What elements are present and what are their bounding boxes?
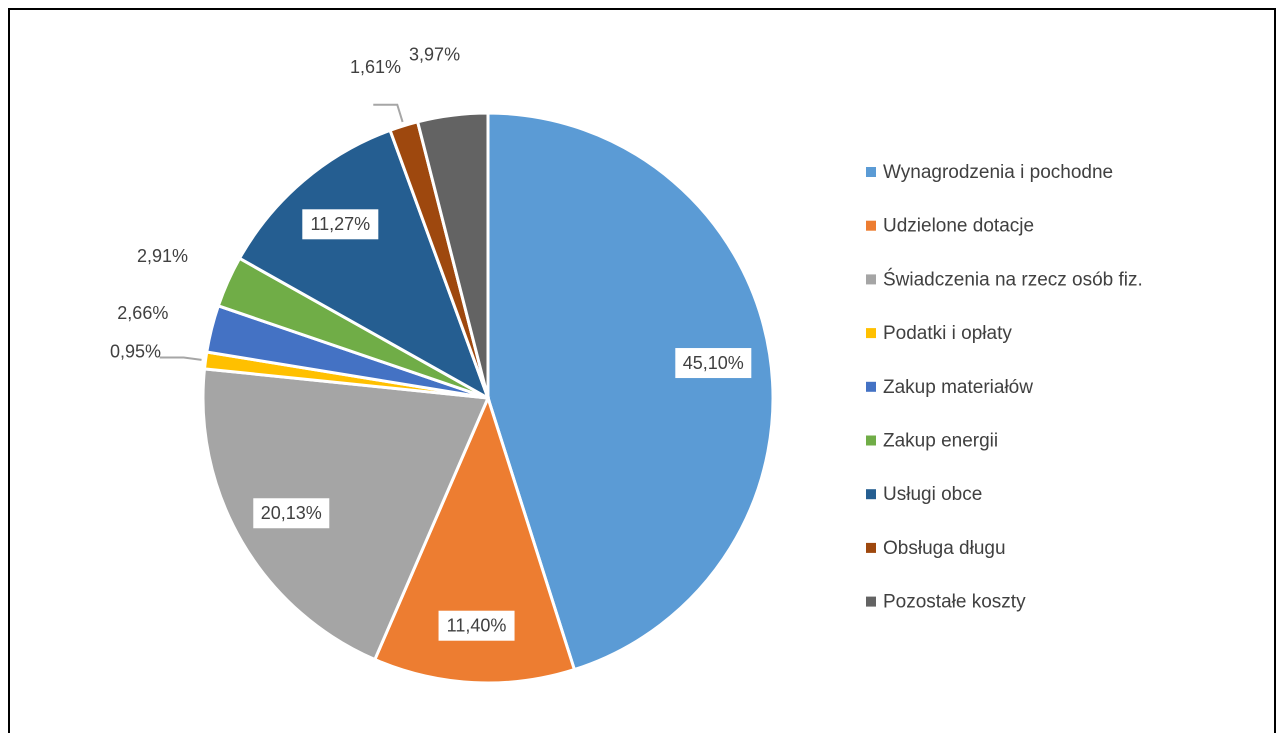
data-label: 11,40% [447, 615, 507, 635]
legend-label: Zakup materiałów [883, 377, 1033, 398]
legend-marker [866, 435, 876, 446]
legend-label: Udzielone dotacje [883, 216, 1034, 237]
leader-line [373, 103, 404, 123]
legend-marker [866, 596, 876, 607]
data-label: 11,27% [310, 214, 370, 234]
pie-slice [486, 111, 775, 672]
legend-marker [866, 328, 876, 339]
pie-slice [237, 128, 491, 402]
data-label: 2,91% [137, 246, 188, 266]
legend-label: Usługi obce [883, 484, 982, 505]
data-label: 0,95% [110, 341, 161, 361]
legend-label: Świadczenia na rzecz osób fiz. [883, 268, 1143, 290]
legend-marker [866, 381, 876, 392]
leader-line [159, 356, 202, 361]
legend-marker [866, 220, 876, 231]
label-box [302, 209, 379, 240]
data-label: 2,66% [117, 303, 168, 323]
legend-label: Zakup energii [883, 431, 998, 452]
pie-slice [415, 111, 490, 399]
pie-slice [372, 393, 577, 685]
legend-marker [866, 167, 876, 177]
label-box [253, 498, 330, 529]
legend-marker [866, 542, 876, 553]
data-label: 45,10% [683, 353, 744, 373]
legend-label: Obsługa długu [883, 538, 1006, 559]
legend-marker [866, 274, 876, 285]
data-label: 3,97% [409, 44, 460, 64]
legend-label: Pozostałe koszty [883, 592, 1026, 613]
data-label: 1,61% [350, 57, 401, 77]
legend-label: Podatki i opłaty [883, 323, 1012, 344]
data-label: 20,13% [261, 503, 322, 523]
pie-slice [201, 367, 491, 662]
legend-label: Wynagrodzenia i pochodne [883, 162, 1113, 183]
label-box [675, 348, 752, 379]
legend-marker [866, 489, 876, 500]
label-box [438, 610, 515, 641]
